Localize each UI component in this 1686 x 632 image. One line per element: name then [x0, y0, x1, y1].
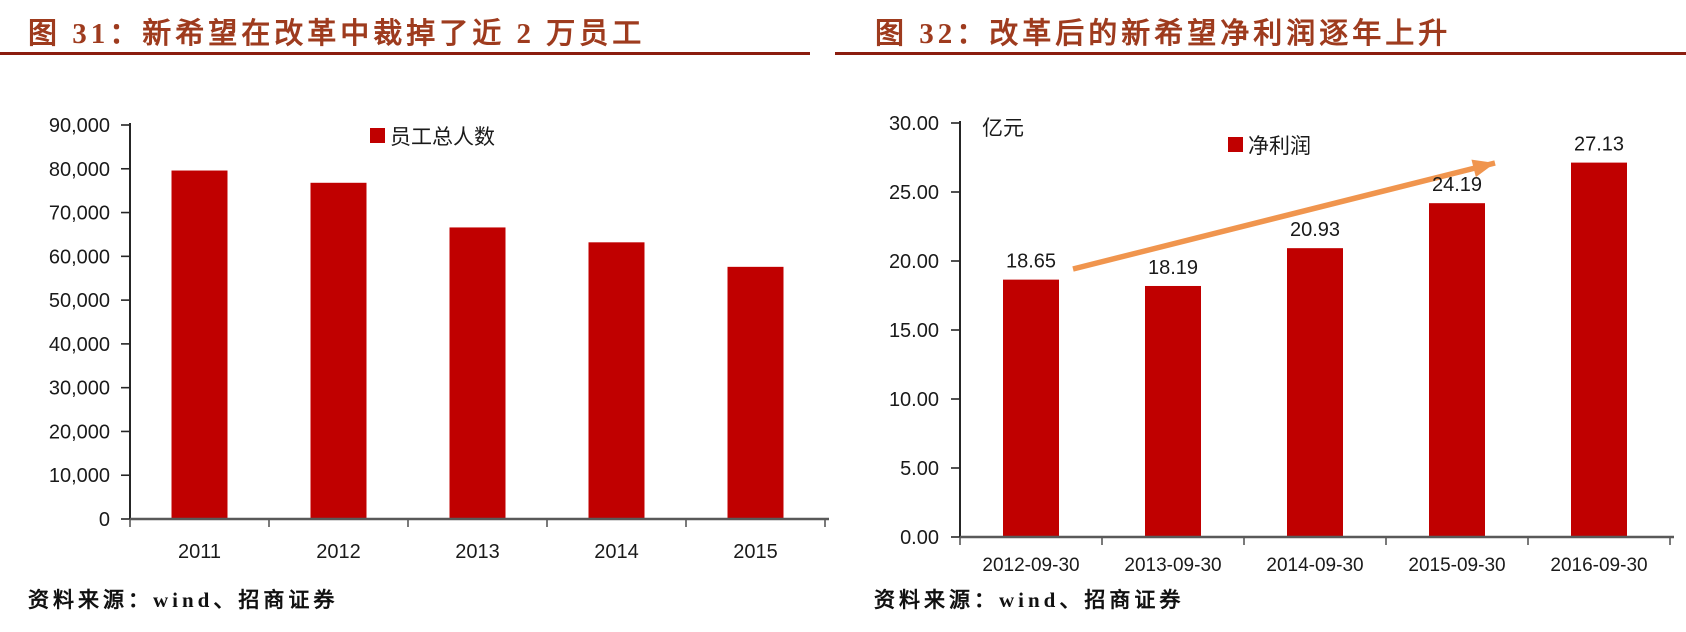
svg-text:30.00: 30.00 [889, 113, 939, 135]
svg-text:27.13: 27.13 [1574, 134, 1624, 156]
svg-text:2011: 2011 [178, 541, 221, 563]
svg-text:20.93: 20.93 [1290, 219, 1340, 241]
svg-text:10.00: 10.00 [889, 389, 939, 411]
svg-text:2014-09-30: 2014-09-30 [1266, 555, 1363, 576]
figure-32-title: 图 32：改革后的新希望净利润逐年上升 [875, 18, 1452, 50]
svg-text:60,000: 60,000 [49, 246, 110, 268]
figure-32-source: 资料来源：wind、招商证券 [874, 588, 1185, 612]
employees-bar-chart: 0 10,000 20,000 30,000 40,000 50,000 60,000 70,… [49, 115, 829, 563]
svg-text:2012-09-30: 2012-09-30 [982, 555, 1079, 576]
svg-text:25.00: 25.00 [889, 182, 939, 204]
svg-text:40,000: 40,000 [49, 334, 110, 356]
net-profit-bar-chart: 0.00 5.00 10.00 15.00 20.00 25.00 30.00 2012-09… [889, 113, 1674, 576]
svg-text:70,000: 70,000 [49, 203, 110, 225]
svg-text:2013: 2013 [455, 541, 500, 563]
svg-text:50,000: 50,000 [49, 290, 110, 312]
svg-text:2015: 2015 [733, 541, 778, 563]
svg-text:80,000: 80,000 [49, 159, 110, 181]
svg-text:2012: 2012 [316, 541, 361, 563]
svg-text:2016-09-30: 2016-09-30 [1550, 555, 1647, 576]
svg-text:15.00: 15.00 [889, 320, 939, 342]
svg-text:24.19: 24.19 [1432, 174, 1482, 196]
svg-text:2014: 2014 [594, 541, 639, 563]
svg-text:18.19: 18.19 [1148, 257, 1198, 279]
svg-text:2013-09-30: 2013-09-30 [1124, 555, 1221, 576]
svg-text:20.00: 20.00 [889, 251, 939, 273]
figure-31: 图 31：新希望在改革中裁掉了近 2 万员工 0 10,000 20,000 30,0… [0, 0, 830, 632]
svg-text:净利润: 净利润 [1248, 135, 1311, 158]
figure-32: 图 32：改革后的新希望净利润逐年上升 0.00 5.00 10.00 15.00 20… [846, 0, 1686, 632]
svg-text:0.00: 0.00 [900, 527, 939, 549]
figure-31-title-rule [0, 52, 810, 55]
figure-32-title-rule [835, 52, 1686, 55]
svg-text:18.65: 18.65 [1006, 251, 1056, 273]
svg-text:2015-09-30: 2015-09-30 [1408, 555, 1505, 576]
svg-text:5.00: 5.00 [900, 458, 939, 480]
svg-text:员工总人数: 员工总人数 [390, 126, 495, 149]
figure-31-source: 资料来源：wind、招商证券 [28, 588, 339, 612]
svg-text:0: 0 [99, 509, 110, 531]
svg-text:亿元: 亿元 [982, 117, 1024, 140]
svg-text:10,000: 10,000 [49, 465, 110, 487]
svg-text:90,000: 90,000 [49, 115, 110, 137]
svg-text:30,000: 30,000 [49, 378, 110, 400]
svg-text:20,000: 20,000 [49, 421, 110, 443]
figure-31-title: 图 31：新希望在改革中裁掉了近 2 万员工 [28, 18, 646, 50]
